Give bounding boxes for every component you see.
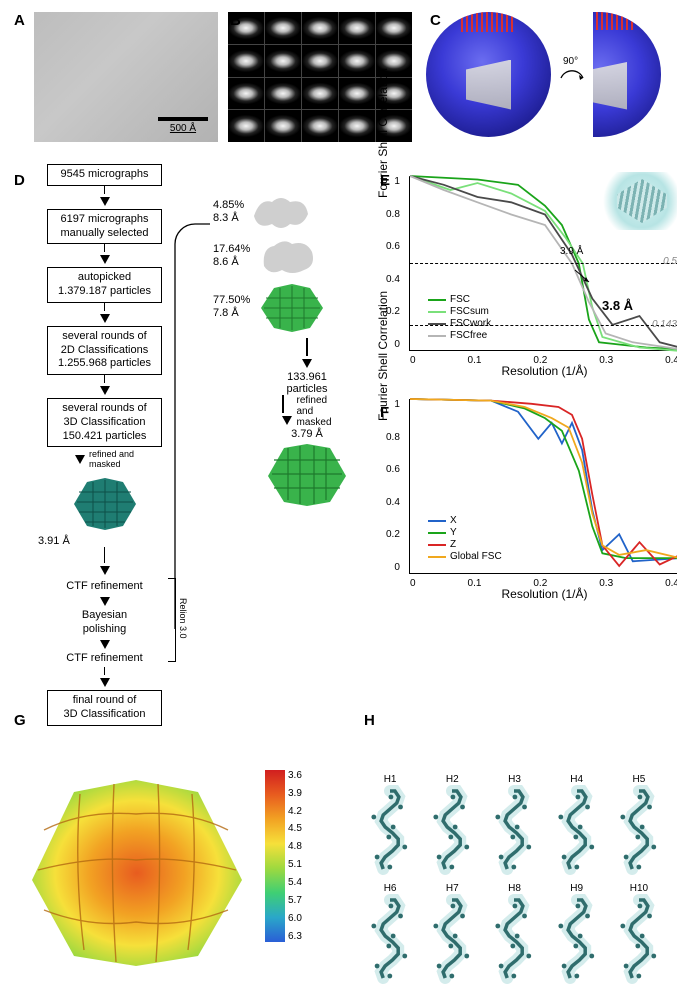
helix: H5 — [613, 774, 665, 875]
orientation-sphere-side — [593, 12, 661, 137]
scalebar-text: 500 Å — [158, 123, 208, 134]
rotation-text: 90° — [563, 56, 578, 67]
legend-F: X Y Z Global FSC — [428, 515, 502, 563]
xlabel: Resolution (1/Å) — [501, 587, 587, 601]
branch-particles: 133.961particles — [287, 371, 328, 395]
flow-step: Bayesianpolishing — [47, 607, 162, 639]
flow-box: 6197 micrographsmanually selected — [47, 209, 162, 245]
helix-label: H8 — [508, 883, 521, 894]
res-39: 3.9 Å — [560, 246, 583, 257]
cutoff-0143: 0.143 — [652, 319, 677, 330]
flow-box: final round of3D Classification — [47, 690, 162, 726]
label-B: B — [230, 12, 241, 29]
panel-G: 3.63.94.24.54.85.15.45.76.06.3 — [14, 770, 344, 984]
branch-refine: refinedandmasked — [296, 395, 331, 428]
xlabel: Resolution (1/Å) — [501, 364, 587, 378]
flow-box: autopicked1.379.187 particles — [47, 267, 162, 303]
flow-step: CTF refinement — [47, 578, 162, 596]
colorbar-ticks: 3.63.94.24.54.85.15.45.76.06.3 — [288, 770, 302, 942]
top-row: 500 Å 90° — [34, 12, 665, 142]
chart-E: 0.5 0.143 3.9 Å 3.8 Å Fourier Shell Corr… — [409, 176, 677, 351]
branch-class-selected: 77.50%7.8 Å — [213, 280, 365, 334]
helix: H10 — [613, 883, 665, 984]
label-A: A — [14, 12, 25, 29]
branch-final-res: 3.79 Å — [291, 428, 323, 440]
panel-C: 90° — [422, 12, 665, 137]
cutoff-05: 0.5 — [663, 256, 677, 267]
xticks: 00.10.20.30.4 — [410, 578, 677, 589]
flow-box: 9545 micrographs — [47, 164, 162, 186]
flow-box: several rounds of2D Classifications1.255… — [47, 326, 162, 375]
helix-label: H5 — [633, 774, 646, 785]
helix: H4 — [551, 774, 603, 875]
label-G: G — [14, 712, 26, 729]
helix: H7 — [426, 883, 478, 984]
branch-class: 4.85%8.3 Å — [213, 192, 365, 232]
helix: H8 — [488, 883, 540, 984]
flow-box: several rounds of3D Classification150.42… — [47, 398, 162, 447]
chart-F: Fourier Shell Correlation Resolution (1/… — [409, 399, 677, 574]
map-teal — [69, 474, 141, 532]
orientation-sphere-front — [426, 12, 551, 137]
label-D: D — [14, 172, 25, 189]
scalebar: 500 Å — [158, 117, 208, 134]
first-resolution: 3.91 Å — [38, 535, 70, 547]
helix-label: H9 — [570, 883, 583, 894]
xticks: 00.10.20.30.4 — [410, 355, 677, 366]
helix: H1 — [364, 774, 416, 875]
panel-D-workflow: 9545 micrographs 6197 micrographsmanuall… — [32, 164, 365, 726]
figure: A B C 500 Å 90° — [12, 12, 665, 984]
helix-label: H2 — [446, 774, 459, 785]
helix-label: H3 — [508, 774, 521, 785]
label-H: H — [364, 712, 375, 729]
res-38: 3.8 Å — [602, 298, 633, 313]
helix: H3 — [488, 774, 540, 875]
panel-H: H1 H2 H3 H4 H5 H6 H7 H8 H9 H10 — [364, 770, 665, 984]
helix-label: H6 — [384, 883, 397, 894]
yticks: 10.80.60.40.20 — [386, 399, 400, 573]
branch-connector — [175, 164, 215, 634]
helix: H6 — [364, 883, 416, 984]
helix-label: H10 — [630, 883, 648, 894]
colorbar — [265, 770, 285, 942]
helix: H2 — [426, 774, 478, 875]
branch-class: 17.64%8.6 Å — [213, 236, 365, 276]
flow-step: CTF refinement — [47, 650, 162, 668]
helix: H9 — [551, 883, 603, 984]
panel-A-micrograph: 500 Å — [34, 12, 218, 142]
helix-label: H1 — [384, 774, 397, 785]
refined-masked: refined andmasked — [89, 449, 134, 469]
helix-label: H7 — [446, 883, 459, 894]
legend-E: FSC FSCsum FSCwork FSCfree — [428, 294, 491, 342]
helix-label: H4 — [570, 774, 583, 785]
localres-map — [14, 770, 259, 970]
